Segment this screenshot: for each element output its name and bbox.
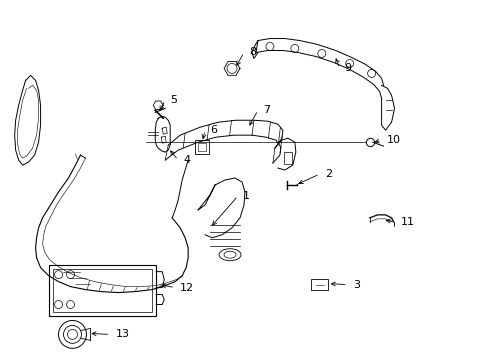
Text: 6: 6 bbox=[210, 125, 217, 135]
Bar bbox=[52, 269, 152, 312]
Text: 1: 1 bbox=[243, 191, 249, 201]
Text: 7: 7 bbox=[263, 105, 269, 115]
Text: 9: 9 bbox=[344, 63, 351, 73]
Text: 8: 8 bbox=[248, 48, 256, 58]
Text: 10: 10 bbox=[386, 135, 400, 145]
Text: 11: 11 bbox=[400, 217, 414, 227]
Bar bbox=[198, 143, 205, 151]
Bar bbox=[284, 152, 291, 164]
Text: 4: 4 bbox=[183, 155, 190, 165]
Bar bbox=[48, 265, 156, 316]
Text: 2: 2 bbox=[324, 169, 331, 179]
Text: 5: 5 bbox=[170, 95, 177, 105]
Text: 12: 12 bbox=[180, 283, 194, 293]
Text: 3: 3 bbox=[352, 280, 359, 289]
Text: 13: 13 bbox=[115, 329, 129, 339]
Bar bbox=[195, 140, 209, 154]
